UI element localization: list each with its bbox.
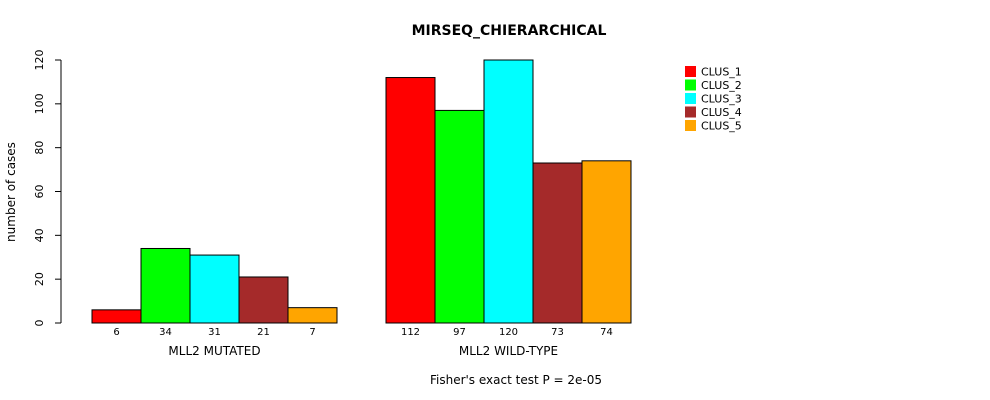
fisher-test-footnote: Fisher's exact test P = 2e-05 bbox=[430, 373, 602, 387]
legend-swatch bbox=[685, 66, 696, 77]
y-tick-label: 120 bbox=[33, 50, 46, 71]
bar-value-labels: 6 34 31 21 7 112 97 120 73 74 bbox=[113, 327, 613, 338]
y-tick-label: 40 bbox=[33, 228, 46, 242]
y-tick-label: 60 bbox=[33, 185, 46, 199]
bar-value-label: 21 bbox=[257, 327, 270, 338]
legend-swatch bbox=[685, 120, 696, 131]
legend-swatch bbox=[685, 93, 696, 104]
bar-value-label: 120 bbox=[499, 327, 518, 338]
legend-label: CLUS_4 bbox=[701, 106, 742, 119]
bar-value-label: 7 bbox=[309, 327, 315, 338]
y-tick-label: 0 bbox=[33, 320, 46, 327]
bar-clus-3 bbox=[483, 59, 534, 324]
bar-clus-5 bbox=[581, 160, 632, 324]
bar-clus-2 bbox=[140, 247, 191, 324]
legend-swatch bbox=[685, 106, 696, 118]
bar-clus-3 bbox=[189, 254, 240, 324]
bar-value-label: 6 bbox=[113, 327, 119, 338]
y-tick-label: 80 bbox=[33, 141, 46, 155]
y-axis-label: number of cases bbox=[4, 142, 18, 242]
legend-label: CLUS_5 bbox=[701, 120, 742, 133]
y-tick-label: 100 bbox=[33, 93, 46, 114]
bar-clus-1 bbox=[91, 309, 142, 324]
bar-clus-4 bbox=[532, 162, 583, 324]
bar-value-label: 112 bbox=[401, 327, 420, 338]
chart-title: MIRSEQ_CHIERARCHICAL bbox=[412, 23, 607, 39]
bar-clus-4 bbox=[238, 276, 289, 324]
bar-value-label: 73 bbox=[551, 327, 564, 338]
y-axis: 0 20 40 60 80 100 120 bbox=[33, 50, 62, 327]
bar-clus-2 bbox=[434, 109, 485, 324]
legend-label: CLUS_1 bbox=[701, 66, 742, 79]
legend-swatch bbox=[685, 79, 696, 91]
bar-value-label: 34 bbox=[159, 327, 172, 338]
legend-label: CLUS_2 bbox=[701, 79, 742, 92]
bar-value-label: 74 bbox=[600, 327, 613, 338]
group-labels: MLL2 MUTATED MLL2 WILD-TYPE bbox=[168, 344, 558, 358]
group-label: MLL2 MUTATED bbox=[168, 344, 260, 358]
bar-clus-1 bbox=[385, 77, 436, 324]
bars bbox=[91, 59, 632, 324]
legend-label: CLUS_3 bbox=[701, 93, 742, 106]
bar-clus-5 bbox=[287, 307, 338, 324]
bar-value-label: 97 bbox=[453, 327, 466, 338]
bar-value-label: 31 bbox=[208, 327, 221, 338]
y-tick-label: 20 bbox=[33, 272, 46, 286]
group-label: MLL2 WILD-TYPE bbox=[459, 344, 558, 358]
